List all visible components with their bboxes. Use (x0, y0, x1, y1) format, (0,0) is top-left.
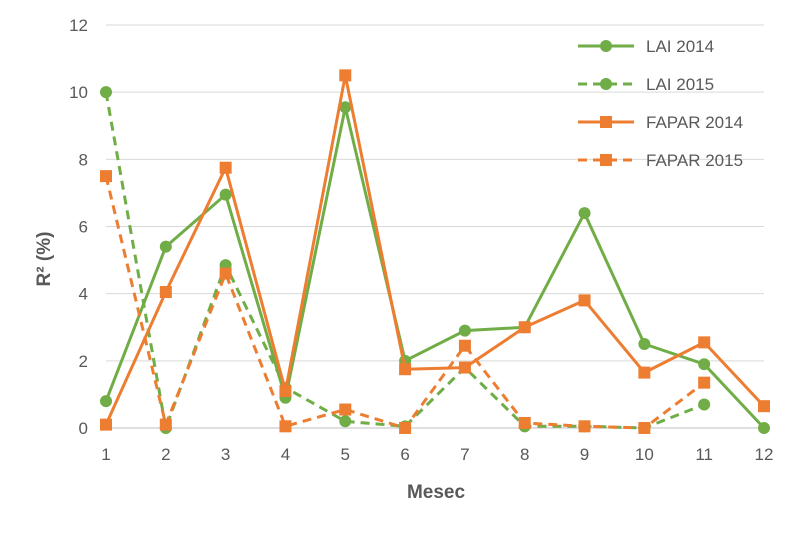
series-line (104, 91, 705, 430)
data-point (100, 395, 112, 408)
series-fapar-2014 (100, 69, 770, 431)
data-point (698, 358, 711, 371)
x-tick-label: 5 (341, 445, 350, 464)
data-point (100, 170, 112, 183)
legend: LAI 2014 LAI 2015 FAPAR 2014 FAPAR 2015 (578, 37, 743, 170)
y-axis-title: R² (%) (34, 232, 55, 287)
data-point (698, 336, 711, 349)
data-point (339, 403, 352, 416)
data-point (399, 363, 412, 376)
x-axis-title: Mesec (407, 482, 466, 503)
x-axis-ticks: 1 2 3 4 5 6 7 8 9 10 11 12 (101, 445, 773, 464)
y-tick-label: 8 (79, 150, 88, 169)
data-point (578, 420, 591, 433)
x-tick-label: 2 (161, 445, 170, 464)
data-point (458, 361, 471, 374)
data-point (518, 416, 531, 429)
legend-item: LAI 2014 (578, 37, 714, 56)
data-point (279, 385, 292, 398)
legend-item: FAPAR 2014 (578, 113, 743, 132)
legend-label: FAPAR 2015 (646, 151, 743, 170)
series-lai-2015 (100, 86, 711, 434)
data-point (159, 240, 172, 253)
legend-item: FAPAR 2015 (578, 151, 743, 170)
data-point (219, 267, 232, 280)
data-point (339, 415, 352, 428)
data-point (458, 324, 471, 337)
data-point (578, 207, 591, 220)
data-point (279, 420, 292, 433)
y-tick-label: 4 (79, 285, 88, 304)
data-point (698, 398, 711, 411)
data-point (698, 376, 711, 389)
series-layer (100, 69, 770, 434)
x-tick-label: 6 (400, 445, 409, 464)
data-point (758, 422, 770, 434)
x-tick-label: 7 (460, 445, 469, 464)
data-point (638, 366, 651, 379)
series-line (104, 175, 706, 430)
data-point (219, 161, 232, 174)
y-tick-label: 10 (69, 83, 88, 102)
data-point (219, 188, 232, 201)
x-tick-label: 1 (101, 445, 110, 464)
legend-marker (600, 116, 612, 128)
data-point (638, 422, 651, 434)
legend-marker (600, 78, 612, 90)
data-point (399, 422, 412, 434)
y-axis-ticks: 0 2 4 6 8 10 12 (69, 16, 88, 438)
legend-marker (600, 154, 612, 166)
x-tick-label: 10 (635, 445, 654, 464)
data-point (638, 338, 651, 351)
data-point (339, 69, 352, 82)
y-tick-label: 6 (79, 218, 88, 237)
data-point (159, 285, 172, 298)
data-point (458, 339, 471, 352)
data-point (100, 86, 112, 99)
x-tick-label: 3 (221, 445, 230, 464)
legend-label: FAPAR 2014 (646, 113, 743, 132)
data-point (518, 321, 531, 334)
legend-label: LAI 2014 (646, 37, 714, 56)
legend-item: LAI 2015 (578, 75, 714, 94)
legend-label: LAI 2015 (646, 75, 714, 94)
x-tick-label: 11 (695, 445, 713, 464)
y-tick-label: 2 (79, 352, 88, 371)
x-tick-label: 8 (520, 445, 529, 464)
data-point (758, 400, 770, 413)
data-point (339, 101, 352, 114)
legend-marker (600, 40, 612, 52)
data-point (100, 418, 112, 431)
series-line (104, 73, 766, 426)
y-tick-label: 12 (69, 16, 88, 35)
series-line (104, 105, 766, 430)
x-tick-label: 4 (281, 445, 290, 464)
x-tick-label: 12 (755, 445, 774, 464)
data-point (159, 418, 172, 431)
y-tick-label: 0 (79, 419, 88, 438)
x-tick-label: 9 (580, 445, 589, 464)
data-point (578, 294, 591, 307)
series-fapar-2015 (100, 170, 711, 434)
